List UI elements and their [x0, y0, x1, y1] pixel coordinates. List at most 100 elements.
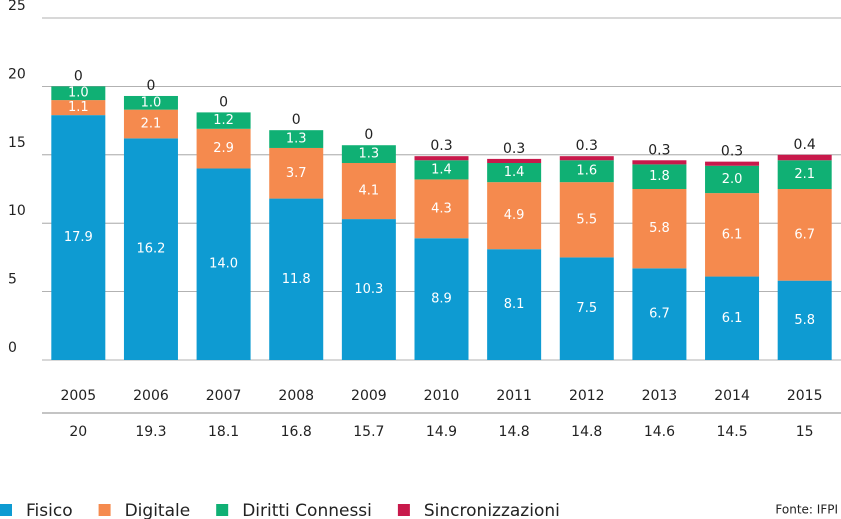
total-label: 16.8 — [281, 424, 312, 440]
bar-segment — [196, 112, 251, 129]
x-tick-label: 2008 — [278, 388, 314, 404]
value-label: 6.1 — [722, 311, 743, 326]
bar-segment — [123, 95, 178, 110]
bar-segment — [777, 280, 832, 360]
bar-segment — [414, 156, 469, 161]
value-label: 4.9 — [504, 208, 525, 223]
x-tick-label: 2013 — [642, 388, 678, 404]
value-label: 0.3 — [721, 144, 743, 160]
value-label: 0 — [146, 78, 155, 94]
x-tick-label: 2007 — [206, 388, 242, 404]
value-label: 17.9 — [64, 230, 93, 245]
value-label: 8.9 — [431, 292, 452, 307]
y-tick-label: 5 — [8, 272, 17, 288]
value-label: 2.0 — [722, 172, 743, 187]
bar-segment — [196, 168, 251, 360]
bar-segment — [632, 164, 687, 189]
bar-segment — [123, 109, 178, 139]
x-tick-label: 2006 — [133, 388, 169, 404]
y-tick-label: 25 — [8, 0, 26, 14]
bar-segment — [51, 100, 106, 116]
value-label: 6.7 — [649, 307, 670, 322]
value-label: 4.1 — [359, 184, 380, 199]
value-label: 0.4 — [794, 137, 816, 153]
bar-segment — [414, 238, 469, 360]
value-label: 1.8 — [649, 169, 670, 184]
bar-segment — [487, 249, 542, 360]
y-tick-label: 10 — [8, 203, 26, 219]
value-label: 8.1 — [504, 297, 525, 312]
value-label: 1.4 — [431, 162, 452, 177]
bar-segment — [559, 160, 614, 183]
bar-segment — [487, 158, 542, 164]
y-tick-label: 20 — [8, 66, 26, 82]
total-label: 15 — [796, 424, 814, 440]
value-label: 0.3 — [648, 142, 670, 158]
value-label: 0 — [292, 112, 301, 128]
total-label: 14.5 — [716, 424, 747, 440]
value-label: 14.0 — [209, 257, 238, 272]
total-label: 20 — [69, 424, 87, 440]
value-label: 5.8 — [649, 221, 670, 236]
bar-segment — [123, 138, 178, 360]
bar-segment — [341, 145, 396, 164]
bar-segment — [777, 154, 832, 161]
value-label: 3.7 — [286, 166, 307, 181]
bar-segment — [196, 128, 251, 169]
legend-label: Fisico — [26, 501, 73, 519]
bar-segment — [51, 115, 106, 361]
legend-swatch — [0, 504, 12, 516]
x-tick-label: 2011 — [496, 388, 532, 404]
legend-swatch — [98, 504, 111, 516]
bar-segment — [51, 86, 106, 101]
value-label: 1.0 — [68, 86, 89, 101]
x-tick-label: 2005 — [60, 388, 96, 404]
total-label: 18.1 — [208, 424, 239, 440]
value-label: 1.0 — [141, 95, 162, 110]
value-label: 1.4 — [504, 165, 525, 180]
value-label: 6.1 — [722, 227, 743, 242]
value-label: 5.8 — [794, 313, 815, 328]
bar-segment — [559, 156, 614, 161]
bar-segment — [487, 163, 542, 183]
value-label: 1.3 — [286, 132, 307, 147]
value-label: 10.3 — [354, 282, 383, 297]
legend-label: Sincronizzazioni — [424, 501, 560, 519]
bar-segment — [777, 160, 832, 189]
value-label: 1.6 — [576, 164, 597, 179]
bar-segment — [705, 193, 760, 277]
value-label: 0 — [74, 68, 83, 84]
value-label: 5.5 — [576, 212, 597, 227]
bar-segment — [269, 147, 324, 199]
legend-swatch — [216, 504, 229, 516]
bar-segment — [269, 198, 324, 360]
value-label: 0.3 — [576, 138, 598, 154]
bar-segment — [341, 163, 396, 220]
legend-label: Diritti Connessi — [242, 501, 372, 519]
value-label: 2.9 — [213, 141, 234, 156]
bar-segment — [341, 219, 396, 360]
total-label: 14.6 — [644, 424, 675, 440]
value-label: 2.1 — [794, 167, 815, 182]
bar-segment — [705, 276, 760, 360]
value-label: 2.1 — [141, 117, 162, 132]
value-label: 16.2 — [136, 242, 165, 257]
bar-segment — [559, 182, 614, 258]
value-label: 0.3 — [503, 141, 525, 157]
bar-segment — [777, 189, 832, 281]
bar-segment — [487, 182, 542, 250]
total-label: 14.8 — [499, 424, 530, 440]
value-label: 0 — [364, 127, 373, 143]
bar-segment — [705, 161, 760, 166]
value-label: 1.1 — [68, 100, 89, 115]
bar-segment — [269, 130, 324, 148]
bar-segment — [632, 189, 687, 269]
x-tick-label: 2012 — [569, 388, 605, 404]
y-tick-label: 0 — [8, 340, 17, 356]
value-label: 0.3 — [430, 138, 452, 154]
source: Fonte: IFPI — [775, 503, 838, 517]
value-label: 1.3 — [359, 147, 380, 162]
y-tick-label: 15 — [8, 135, 26, 151]
bar-segment — [632, 268, 687, 360]
